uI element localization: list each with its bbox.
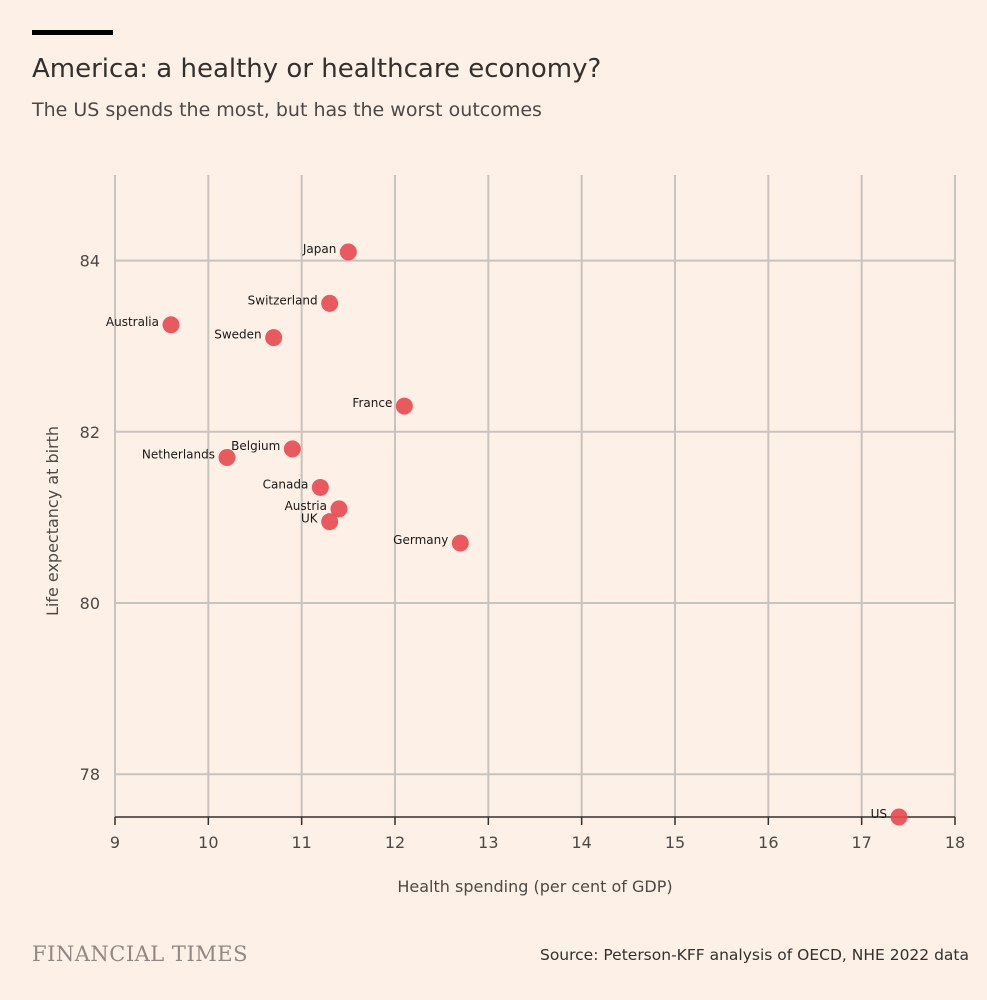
axes: 9 10 11 12 13 14 15 16 17 18 78 80 82 84 <box>80 252 966 852</box>
data-point <box>218 448 236 466</box>
point-label: Switzerland <box>248 293 318 307</box>
y-tick-label: 78 <box>80 765 100 784</box>
point-label: Japan <box>302 242 336 256</box>
x-tick-label: 12 <box>385 833 405 852</box>
grid-lines <box>114 175 956 817</box>
scatter-chart: 9 10 11 12 13 14 15 16 17 18 78 80 82 84 Japan Switzer… <box>43 175 966 896</box>
x-tick-label: 10 <box>198 833 218 852</box>
financial-times-logo: FINANCIAL TIMES <box>32 942 248 966</box>
data-point <box>265 329 283 347</box>
x-tick-label: 14 <box>571 833 591 852</box>
chart-subtitle: The US spends the most, but has the wors… <box>32 99 542 121</box>
point-label: Australia <box>106 315 159 329</box>
data-point <box>162 316 180 334</box>
y-tick-label: 84 <box>80 252 100 271</box>
data-point <box>321 513 339 531</box>
x-tick-label: 15 <box>665 833 685 852</box>
point-label: Austria <box>285 499 327 513</box>
y-axis-title: Life expectancy at birth <box>43 426 62 616</box>
ft-top-bar <box>32 30 113 35</box>
point-label: UK <box>301 512 319 526</box>
x-axis-title: Health spending (per cent of GDP) <box>397 877 672 896</box>
point-label: Sweden <box>214 328 261 342</box>
point-label: Germany <box>393 533 448 547</box>
data-point <box>311 478 329 496</box>
y-tick-label: 82 <box>80 423 100 442</box>
chart-title: America: a healthy or healthcare economy… <box>32 54 602 84</box>
x-tick-label: 17 <box>851 833 871 852</box>
data-points <box>162 243 908 826</box>
point-label: Netherlands <box>142 447 215 461</box>
data-point <box>330 500 348 518</box>
data-point <box>339 243 357 261</box>
x-tick-label: 9 <box>110 833 120 852</box>
data-point <box>283 440 301 458</box>
x-tick-label: 16 <box>758 833 778 852</box>
source-note: Source: Peterson-KFF analysis of OECD, N… <box>539 946 969 964</box>
data-point <box>890 808 908 826</box>
data-point <box>451 534 469 552</box>
x-tick-label: 11 <box>291 833 311 852</box>
data-point <box>395 397 413 415</box>
x-tick-label: 13 <box>478 833 498 852</box>
point-label: France <box>352 396 392 410</box>
point-label: Canada <box>263 477 309 491</box>
point-label: US <box>871 807 887 821</box>
data-point <box>321 294 339 312</box>
x-tick-label: 18 <box>945 833 965 852</box>
y-tick-label: 80 <box>80 594 100 613</box>
point-label: Belgium <box>231 439 280 453</box>
point-labels: Japan Switzerland Australia Sweden France Bel… <box>106 242 887 821</box>
